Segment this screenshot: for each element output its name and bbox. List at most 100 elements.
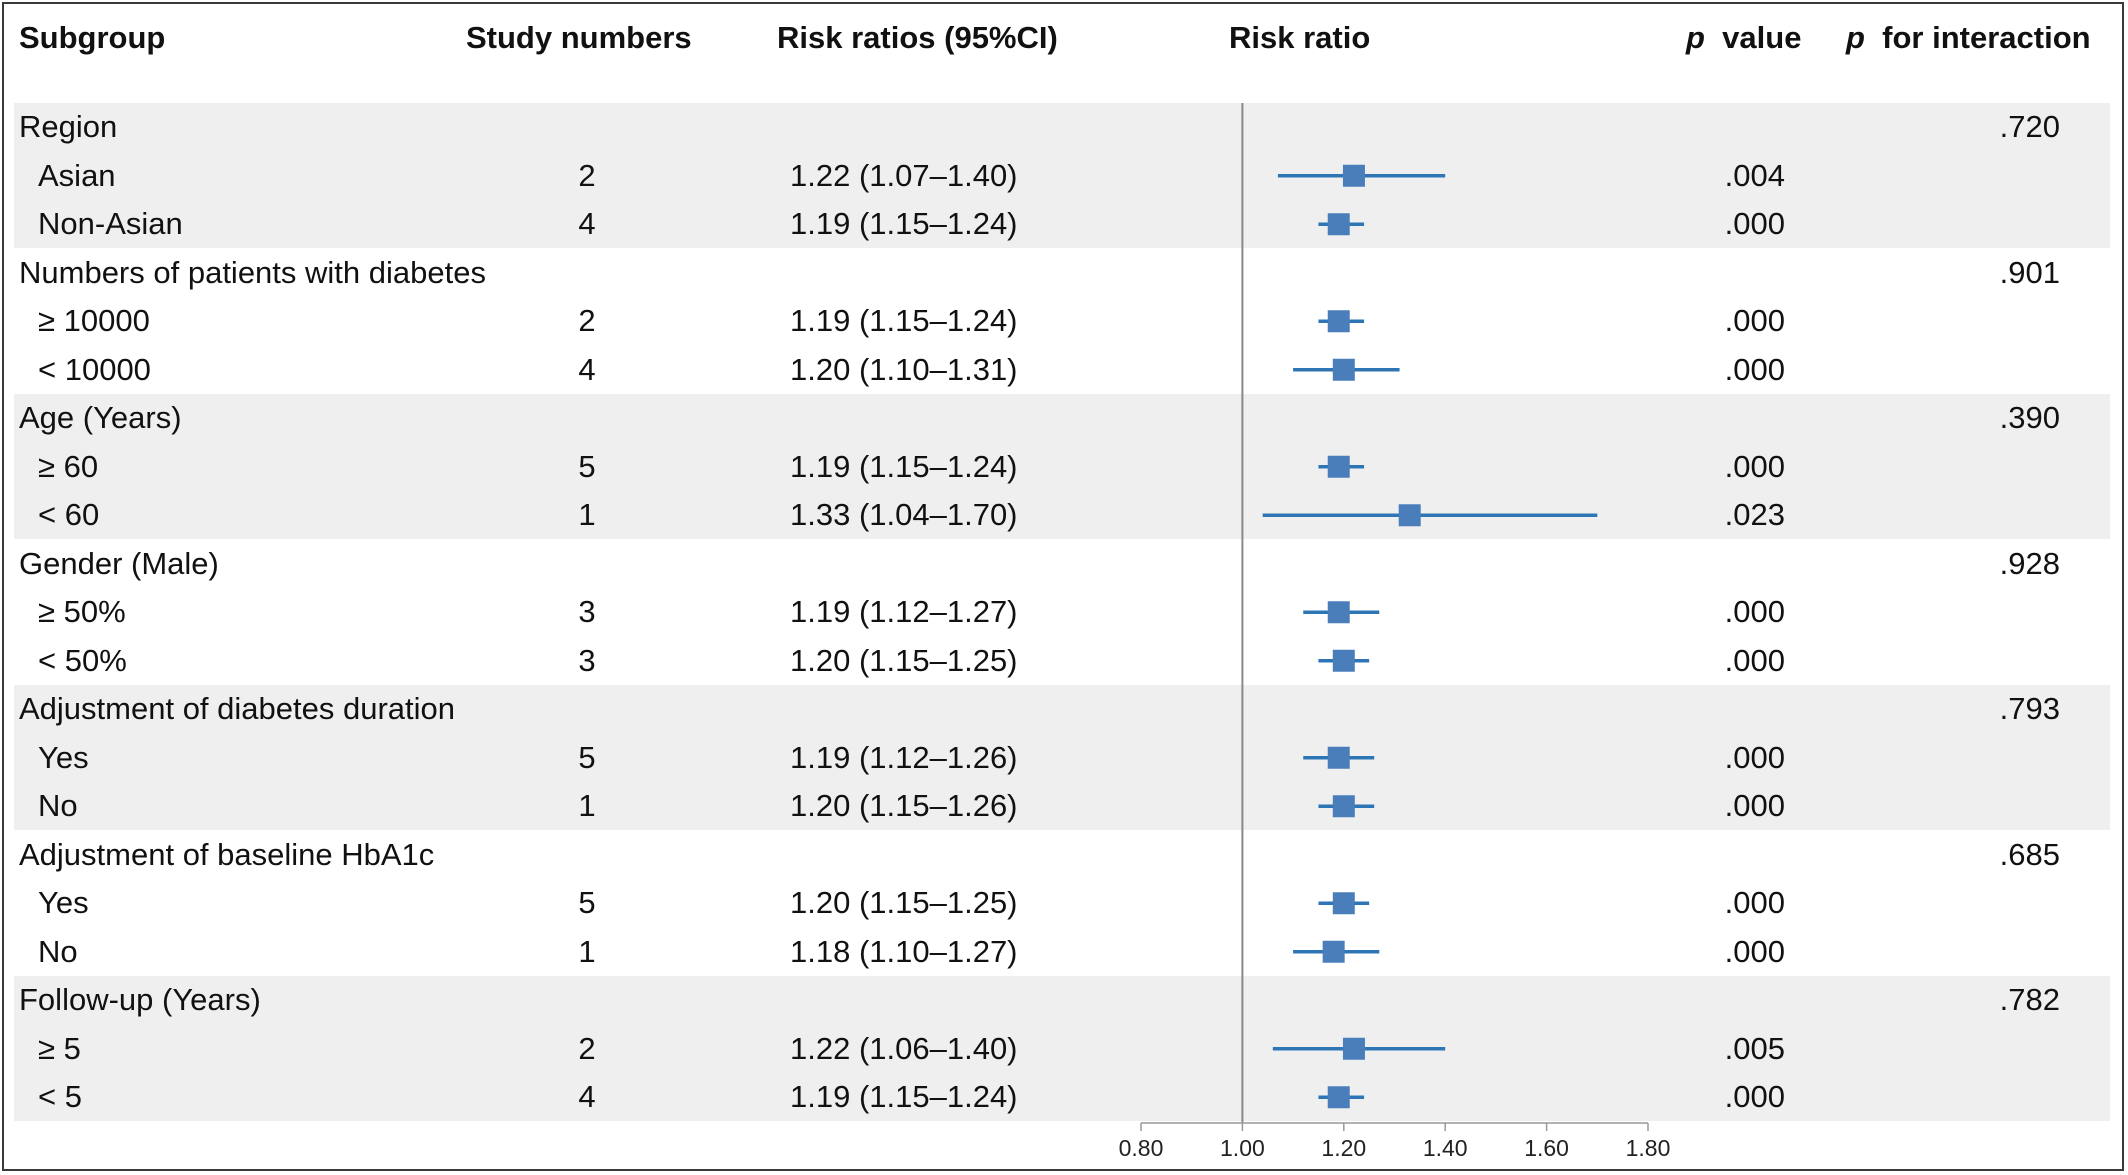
group-label: Follow-up (Years) — [19, 982, 261, 1018]
p-value: .004 — [1724, 157, 1785, 193]
study-number: 3 — [578, 642, 596, 678]
p-value: .000 — [1724, 933, 1785, 969]
study-number: 5 — [578, 885, 596, 921]
rr-marker — [1327, 1086, 1350, 1109]
risk-ratio-ci: 1.20 (1.15–1.25) — [790, 885, 1018, 921]
header-p-value-p: p — [1686, 20, 1705, 55]
risk-ratio-ci: 1.22 (1.07–1.40) — [790, 157, 1018, 193]
risk-ratio-ci: 1.19 (1.12–1.26) — [790, 739, 1018, 775]
rr-marker — [1327, 310, 1350, 333]
group-label: Region — [19, 109, 118, 145]
x-tick-label: 0.80 — [1119, 1135, 1164, 1161]
risk-ratio-ci: 1.19 (1.15–1.24) — [790, 303, 1018, 339]
study-number: 1 — [578, 933, 596, 969]
p-value: .000 — [1724, 885, 1785, 921]
subgroup-label: < 60 — [38, 497, 100, 533]
subgroup-label: No — [38, 933, 78, 969]
rr-marker — [1332, 795, 1355, 818]
p-interaction-value: .901 — [1999, 254, 2060, 290]
risk-ratio-ci: 1.33 (1.04–1.70) — [790, 497, 1018, 533]
header-p-interaction-rest: for interaction — [1882, 20, 2091, 55]
p-value: .000 — [1724, 206, 1785, 242]
subgroup-label: ≥ 10000 — [38, 303, 150, 339]
header-p-value: p value — [1686, 20, 1801, 56]
p-value: .005 — [1724, 1030, 1785, 1066]
p-value: .000 — [1724, 303, 1785, 339]
p-value: .000 — [1724, 642, 1785, 678]
subgroup-label: < 50% — [38, 642, 127, 678]
header-risk-ratio: Risk ratio — [1229, 20, 1371, 55]
subgroup-label: No — [38, 788, 78, 824]
p-value: .000 — [1724, 788, 1785, 824]
rr-marker — [1327, 455, 1350, 478]
rr-marker — [1327, 601, 1350, 624]
study-number: 4 — [578, 1079, 596, 1115]
x-tick-label: 1.60 — [1524, 1135, 1569, 1161]
rr-marker — [1322, 940, 1345, 963]
p-value: .000 — [1724, 448, 1785, 484]
subgroup-label: Non-Asian — [38, 206, 183, 242]
p-value: .000 — [1724, 351, 1785, 387]
group-band — [14, 685, 2110, 830]
rr-marker — [1332, 358, 1355, 381]
subgroup-label: ≥ 50% — [38, 594, 126, 630]
study-number: 4 — [578, 351, 596, 387]
header-p-interaction-p: p — [1846, 20, 1865, 55]
p-interaction-value: .685 — [1999, 836, 2060, 872]
risk-ratio-ci: 1.19 (1.12–1.27) — [790, 594, 1018, 630]
x-tick-label: 1.40 — [1423, 1135, 1468, 1161]
p-value: .000 — [1724, 1079, 1785, 1115]
study-number: 2 — [578, 303, 596, 339]
group-label: Adjustment of baseline HbA1c — [19, 836, 435, 872]
p-interaction-value: .720 — [1999, 109, 2060, 145]
study-number: 2 — [578, 1030, 596, 1066]
study-number: 1 — [578, 497, 596, 533]
p-value: .000 — [1724, 739, 1785, 775]
group-band — [14, 394, 2110, 539]
p-interaction-value: .390 — [1999, 400, 2060, 436]
risk-ratio-ci: 1.20 (1.15–1.26) — [790, 788, 1018, 824]
study-number: 5 — [578, 739, 596, 775]
rr-marker — [1327, 213, 1350, 236]
header-study-numbers: Study numbers — [466, 20, 692, 55]
rr-marker — [1342, 164, 1365, 187]
subgroup-label: < 10000 — [38, 351, 151, 387]
p-interaction-value: .793 — [1999, 691, 2060, 727]
rr-marker — [1342, 1037, 1365, 1060]
group-label: Gender (Male) — [19, 545, 219, 581]
group-label: Adjustment of diabetes duration — [19, 691, 455, 727]
rr-marker — [1332, 892, 1355, 915]
group-label: Numbers of patients with diabetes — [19, 254, 486, 290]
rr-marker — [1398, 504, 1421, 527]
rr-marker — [1327, 746, 1350, 769]
p-interaction-value: .928 — [1999, 545, 2060, 581]
risk-ratio-ci: 1.20 (1.15–1.25) — [790, 642, 1018, 678]
x-tick-label: 1.00 — [1220, 1135, 1265, 1161]
p-value: .000 — [1724, 594, 1785, 630]
study-number: 2 — [578, 157, 596, 193]
p-value: .023 — [1724, 497, 1785, 533]
risk-ratio-ci: 1.19 (1.15–1.24) — [790, 1079, 1018, 1115]
x-tick-label: 1.80 — [1626, 1135, 1671, 1161]
p-interaction-value: .782 — [1999, 982, 2060, 1018]
risk-ratio-ci: 1.19 (1.15–1.24) — [790, 206, 1018, 242]
risk-ratio-ci: 1.22 (1.06–1.40) — [790, 1030, 1018, 1066]
header-p-interaction: p for interaction — [1846, 20, 2091, 56]
subgroup-label: Yes — [38, 885, 89, 921]
study-number: 5 — [578, 448, 596, 484]
study-number: 4 — [578, 206, 596, 242]
rr-marker — [1332, 649, 1355, 672]
subgroup-label: Yes — [38, 739, 89, 775]
group-band — [14, 103, 2110, 248]
group-label: Age (Years) — [19, 400, 182, 436]
subgroup-label: ≥ 60 — [38, 448, 99, 484]
risk-ratio-ci: 1.18 (1.10–1.27) — [790, 933, 1018, 969]
risk-ratio-ci: 1.19 (1.15–1.24) — [790, 448, 1018, 484]
risk-ratio-ci: 1.20 (1.10–1.31) — [790, 351, 1018, 387]
study-number: 1 — [578, 788, 596, 824]
subgroup-label: Asian — [38, 157, 116, 193]
x-tick-label: 1.20 — [1321, 1135, 1366, 1161]
header-risk-ratios-ci: Risk ratios (95%CI) — [777, 20, 1058, 55]
